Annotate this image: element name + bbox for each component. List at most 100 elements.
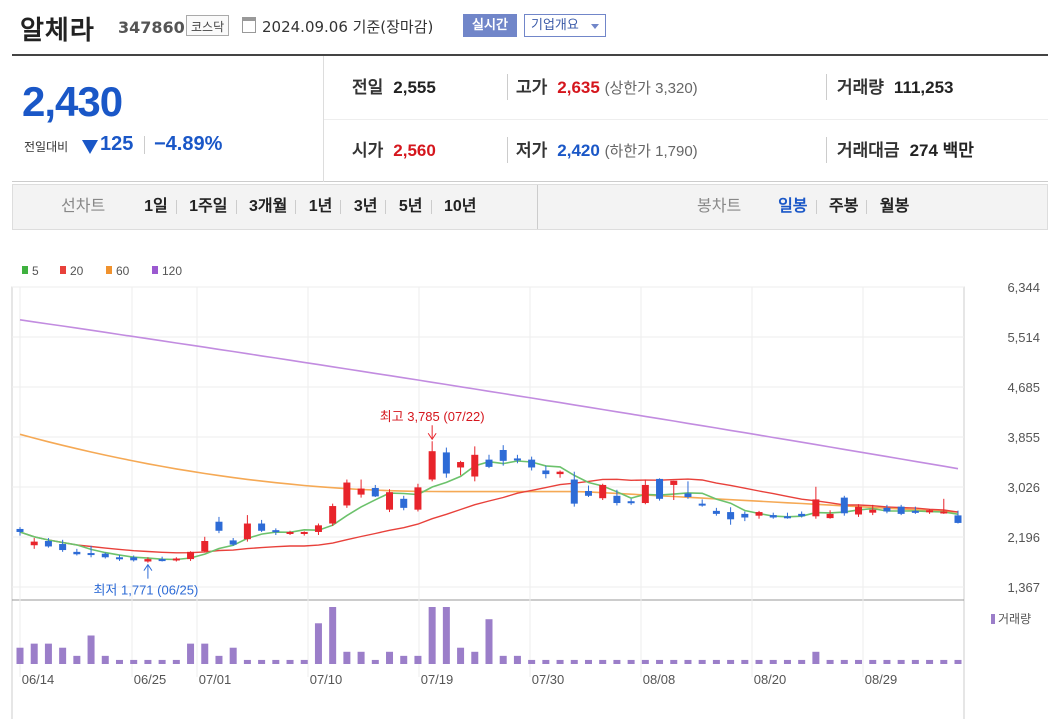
candle-body <box>44 541 52 547</box>
candle-body <box>513 458 521 461</box>
candle-body <box>300 531 308 534</box>
volume-bar <box>73 655 81 664</box>
line-chart-tabs: 선차트 1일 1주일 3개월 1년 3년 5년 10년 <box>61 185 477 229</box>
volume-legend-swatch <box>991 614 995 624</box>
current-price: 2,430 <box>22 78 123 125</box>
tab-monthly[interactable]: 월봉 <box>879 198 910 215</box>
tab-3m[interactable]: 3개월 <box>248 198 288 215</box>
candle-body <box>343 482 351 506</box>
volume-bar <box>243 659 251 664</box>
candle-body <box>442 452 450 474</box>
volume-bar <box>840 659 848 664</box>
volume-bar <box>812 651 820 664</box>
legend-label: 120 <box>162 264 182 278</box>
volume-bar <box>471 651 479 664</box>
tab-1w[interactable]: 1주일 <box>189 198 228 215</box>
candle-body <box>570 479 578 504</box>
candle-body <box>130 557 138 561</box>
legend-label: 60 <box>116 264 130 278</box>
realtime-button[interactable]: 실시간 <box>463 14 517 37</box>
divider <box>507 137 508 163</box>
tab-daily[interactable]: 일봉 <box>778 198 808 215</box>
volume-bar <box>371 659 379 664</box>
base-date: 2024.09.06 기준(장마감) <box>262 18 434 36</box>
candle-body <box>87 553 95 556</box>
divider <box>826 74 827 100</box>
y-tick-label: 3,026 <box>1007 480 1040 495</box>
price-grid: 전일 2,555 시가 2,560 고가 2,635 (상한가 3,320) 저가 2,… <box>324 56 1048 182</box>
chart-tabs: 선차트 1일 1주일 3개월 1년 3년 5년 10년 봉차트 일봉 주봉 월봉 <box>12 184 1048 230</box>
volume-bar <box>954 659 962 664</box>
candle-body <box>684 493 692 498</box>
candle-body <box>869 509 877 513</box>
volume-bar <box>883 659 891 664</box>
tab-weekly[interactable]: 주봉 <box>828 198 859 215</box>
x-tick-label: 07/30 <box>532 672 565 687</box>
prev-close: 전일 2,555 <box>352 78 436 97</box>
volume-bar <box>30 643 38 664</box>
candle-body <box>115 557 123 560</box>
volume-bar <box>783 659 791 664</box>
volume-bar <box>158 659 166 664</box>
volume-bar <box>329 607 337 664</box>
volume-bar <box>44 643 52 664</box>
change-value: 125 <box>100 133 134 155</box>
candle-body <box>826 513 834 519</box>
tab-10y[interactable]: 10년 <box>443 198 477 215</box>
candle-body <box>812 499 820 517</box>
candle-body <box>783 516 791 519</box>
candle-body <box>656 478 664 499</box>
min-arrowhead <box>143 563 153 571</box>
x-tick-label: 08/20 <box>754 672 787 687</box>
chevron-down-icon <box>591 24 599 29</box>
corp-overview-label: 기업개요 <box>531 18 579 33</box>
volume-bar <box>641 659 649 664</box>
header: 알체라 347860 코스닥 2024.09.06 기준(장마감) 실시간 기업… <box>0 0 1048 52</box>
candle-body <box>215 521 223 531</box>
candle-body <box>769 515 777 518</box>
y-tick-label: 2,196 <box>1007 530 1040 545</box>
legend-swatch <box>60 266 66 274</box>
candle-body <box>457 462 465 468</box>
tab-1y[interactable]: 1년 <box>308 198 333 215</box>
candle-body <box>599 484 607 499</box>
volume-bar <box>485 619 493 664</box>
candle-body <box>357 488 365 495</box>
y-tick-label: 5,514 <box>1007 330 1040 345</box>
corp-overview-dropdown[interactable]: 기업개요 <box>524 14 606 37</box>
stock-code: 347860 <box>118 18 185 37</box>
volume-bar <box>172 659 180 664</box>
volume-bar <box>556 659 564 664</box>
candle-body <box>755 512 763 516</box>
volume-bar <box>343 651 351 664</box>
volume-bar <box>741 659 749 664</box>
candle-body <box>187 551 195 560</box>
volume-bar <box>357 651 365 664</box>
volume-bar <box>386 651 394 664</box>
tab-1d[interactable]: 1일 <box>144 198 168 215</box>
candle-body <box>528 459 536 468</box>
y-tick-label: 4,685 <box>1007 380 1040 395</box>
candle-body <box>286 531 294 534</box>
candle-body <box>542 470 550 475</box>
candle-body <box>59 544 67 551</box>
volume-bar <box>897 659 905 664</box>
candle-body <box>798 513 806 517</box>
market-badge: 코스닥 <box>186 15 230 36</box>
legend-swatch <box>22 266 28 274</box>
volume-bar <box>584 659 592 664</box>
tab-3y[interactable]: 3년 <box>353 198 378 215</box>
volume-bar <box>798 659 806 664</box>
price-summary: 2,430 전일대비 125 −4.89% 전일 2,555 시가 2,560 고가… <box>12 54 1048 182</box>
volume-bar <box>400 655 408 664</box>
volume-bar <box>428 607 436 664</box>
candlestick-chart: 6,344 5,514 4,685 3,855 3,026 2,196 1,367 06/14… <box>11 264 1040 723</box>
volume-bar <box>684 659 692 664</box>
calendar-icon <box>242 17 256 33</box>
volume-bar <box>542 659 550 664</box>
volume-bar <box>911 659 919 664</box>
legend-swatch <box>106 266 112 274</box>
x-tick-label: 06/25 <box>134 672 167 687</box>
tab-5y[interactable]: 5년 <box>398 198 423 215</box>
stock-name: 알체라 <box>20 16 95 46</box>
